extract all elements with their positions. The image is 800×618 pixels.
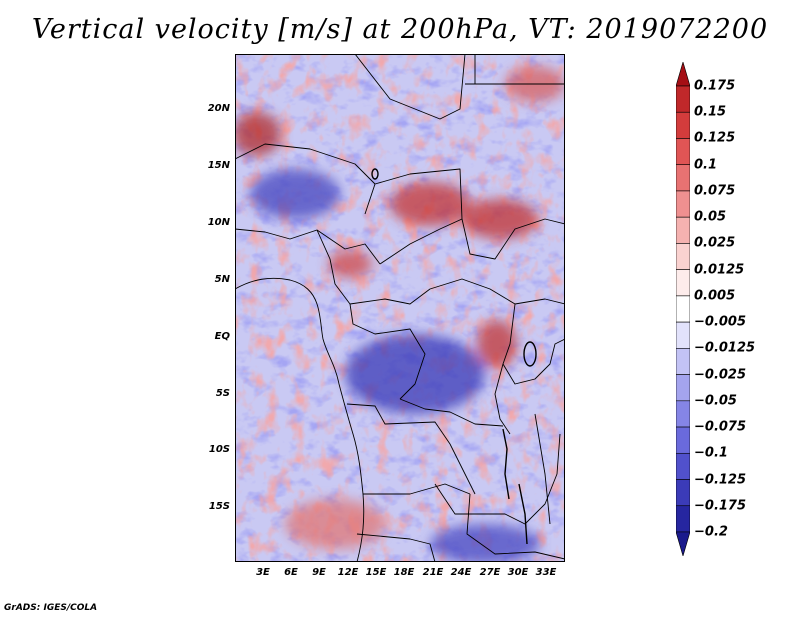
colorbar-cell: [676, 400, 690, 428]
colorbar-top-cap: [676, 62, 690, 87]
colorbar-cell: [676, 321, 690, 349]
lon-tick-label: 18E: [393, 567, 415, 578]
lon-tick-label: 33E: [535, 567, 557, 578]
colorbar-cell: [676, 190, 690, 218]
lon-tick-label: 3E: [256, 567, 270, 578]
colorbar-cell: [676, 426, 690, 454]
colorbar-level-label: −0.005: [694, 314, 747, 330]
colorbar-level-label: −0.125: [694, 472, 747, 488]
colorbar: [676, 62, 690, 556]
colorbar-level-label: −0.075: [694, 419, 747, 435]
lon-tick-label: 12E: [337, 567, 359, 578]
colorbar-level-label: −0.0125: [694, 340, 756, 356]
colorbar-level-label: 0.125: [694, 130, 736, 146]
colorbar-cell: [676, 505, 690, 533]
lat-tick-label: 10S: [208, 444, 230, 455]
strong-updraft-regions: [235, 66, 565, 562]
colorbar-cell: [676, 85, 690, 113]
lon-tick-label: 15E: [365, 567, 387, 578]
colorbar-cell: [676, 452, 690, 480]
colorbar-level-label: −0.2: [694, 524, 728, 540]
colorbar-level-label: 0.05: [694, 209, 727, 225]
lat-tick-label: 5S: [215, 388, 230, 399]
colorbar-level-label: −0.025: [694, 367, 747, 383]
lon-tick-label: 24E: [450, 567, 472, 578]
colorbar-cell: [676, 269, 690, 297]
colorbar-level-label: 0.1: [694, 157, 718, 173]
colorbar-level-label: −0.05: [694, 393, 737, 409]
lakes: [371, 168, 537, 545]
lon-tick-label: 27E: [479, 567, 501, 578]
grads-credit: GrADS: IGES/COLA: [4, 603, 98, 613]
colorbar-cell: [676, 164, 690, 192]
colorbar-level-label: −0.1: [694, 445, 728, 461]
colorbar-bottom-cap: [676, 531, 690, 556]
velocity-map: [235, 54, 565, 562]
colorbar-cell: [676, 138, 690, 166]
colorbar-level-label: 0.025: [694, 235, 736, 251]
colorbar-level-label: 0.0125: [694, 262, 745, 278]
lon-tick-label: 21E: [422, 567, 444, 578]
lon-tick-label: 9E: [312, 567, 326, 578]
lat-tick-label: EQ: [214, 331, 230, 342]
colorbar-level-label: 0.15: [694, 104, 727, 120]
chart-title: Vertical velocity [m/s] at 200hPa, VT: 2…: [31, 14, 769, 45]
colorbar-level-label: −0.175: [694, 498, 747, 514]
lat-tick-label: 10N: [207, 217, 230, 228]
colorbar-cell: [676, 111, 690, 139]
colorbar-cell: [676, 295, 690, 323]
colorbar-cell: [676, 374, 690, 402]
lon-tick-label: 6E: [284, 567, 298, 578]
colorbar-level-label: 0.175: [694, 78, 736, 94]
colorbar-cell: [676, 479, 690, 507]
lat-tick-label: 15N: [207, 160, 230, 171]
lat-tick-label: 15S: [208, 501, 230, 512]
colorbar-cell: [676, 348, 690, 375]
country-borders: [235, 54, 565, 562]
lon-tick-label: 30E: [507, 567, 529, 578]
colorbar-level-label: 0.075: [694, 183, 736, 199]
colorbar-level-label: 0.005: [694, 288, 736, 304]
colorbar-cell: [676, 243, 690, 270]
lat-tick-label: 5N: [214, 274, 230, 285]
colorbar-cell: [676, 216, 690, 244]
lat-tick-label: 20N: [207, 103, 230, 114]
